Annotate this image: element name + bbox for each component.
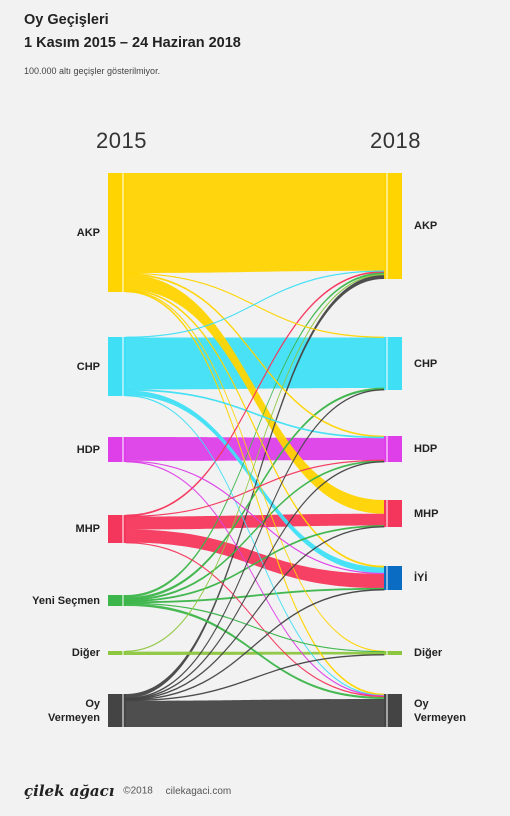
right-node-iyi <box>384 566 402 590</box>
right-label-iyi: İYİ <box>414 572 428 584</box>
left-label-chp: CHP <box>76 360 100 373</box>
flow-mhp-to-hdp <box>125 459 385 517</box>
left-node-diger <box>108 651 126 655</box>
left-label-yeni: Yeni Seçmen <box>32 594 100 607</box>
node-bars <box>108 173 402 727</box>
flow-akp-to-akp <box>126 173 384 274</box>
right-node-oyv <box>384 694 402 727</box>
flow-oyv-to-akp <box>126 274 384 699</box>
flow-mhp-to-mhp <box>126 513 384 530</box>
left-label-akp: AKP <box>76 226 100 239</box>
flow-oyv-to-oyv <box>126 699 384 727</box>
site-link[interactable]: cilekagaci.com <box>165 785 232 797</box>
left-node-chp <box>108 337 126 396</box>
right-label-akp: AKP <box>414 220 438 232</box>
year-right-label: 2018 <box>370 128 421 153</box>
left-label-diger: Diğer <box>71 647 100 659</box>
left-node-hdp <box>108 437 126 462</box>
right-label-chp: CHP <box>414 357 438 370</box>
flow-hdp-to-hdp <box>126 437 384 461</box>
flow-mhp-to-iyi <box>126 529 384 589</box>
left-label-mhp: MHP <box>75 523 100 535</box>
flow-yeni-to-oyv <box>126 603 384 700</box>
right-node-hdp <box>384 436 402 462</box>
right-node-diger <box>384 651 402 655</box>
flow-chp-to-chp <box>126 337 384 390</box>
left-node-yeni <box>108 595 126 606</box>
copyright-text: ©2018 <box>123 785 153 797</box>
right-node-akp <box>384 173 402 279</box>
chart-date-range: 1 Kasım 2015 – 24 Haziran 2018 <box>24 35 241 51</box>
right-node-mhp <box>384 500 402 527</box>
right-label-hdp: HDP <box>414 443 438 455</box>
flow-chp-to-iyi <box>126 390 384 574</box>
flow-links <box>125 173 385 727</box>
right-label-mhp: MHP <box>414 507 439 520</box>
right-label-oyv: Oy Vermeyen <box>414 697 466 724</box>
year-left-label: 2015 <box>96 128 147 153</box>
footer: çilek ağacı ©2018 cilekagaci.com <box>24 782 231 800</box>
left-node-mhp <box>108 515 126 543</box>
right-node-chp <box>384 337 402 390</box>
left-label-hdp: HDP <box>76 443 100 456</box>
brand-logo: çilek ağacı <box>24 782 115 800</box>
chart-note: 100.000 altı geçişler gösterilmiyor. <box>24 66 161 76</box>
left-node-akp <box>108 173 126 292</box>
right-label-diger: Diğer <box>414 647 443 659</box>
flow-yeni-to-akp <box>126 272 384 598</box>
chart-title: Oy Geçişleri <box>24 12 109 28</box>
left-label-oyv: Oy Vermeyen <box>48 697 100 724</box>
left-node-oyv <box>108 694 126 727</box>
